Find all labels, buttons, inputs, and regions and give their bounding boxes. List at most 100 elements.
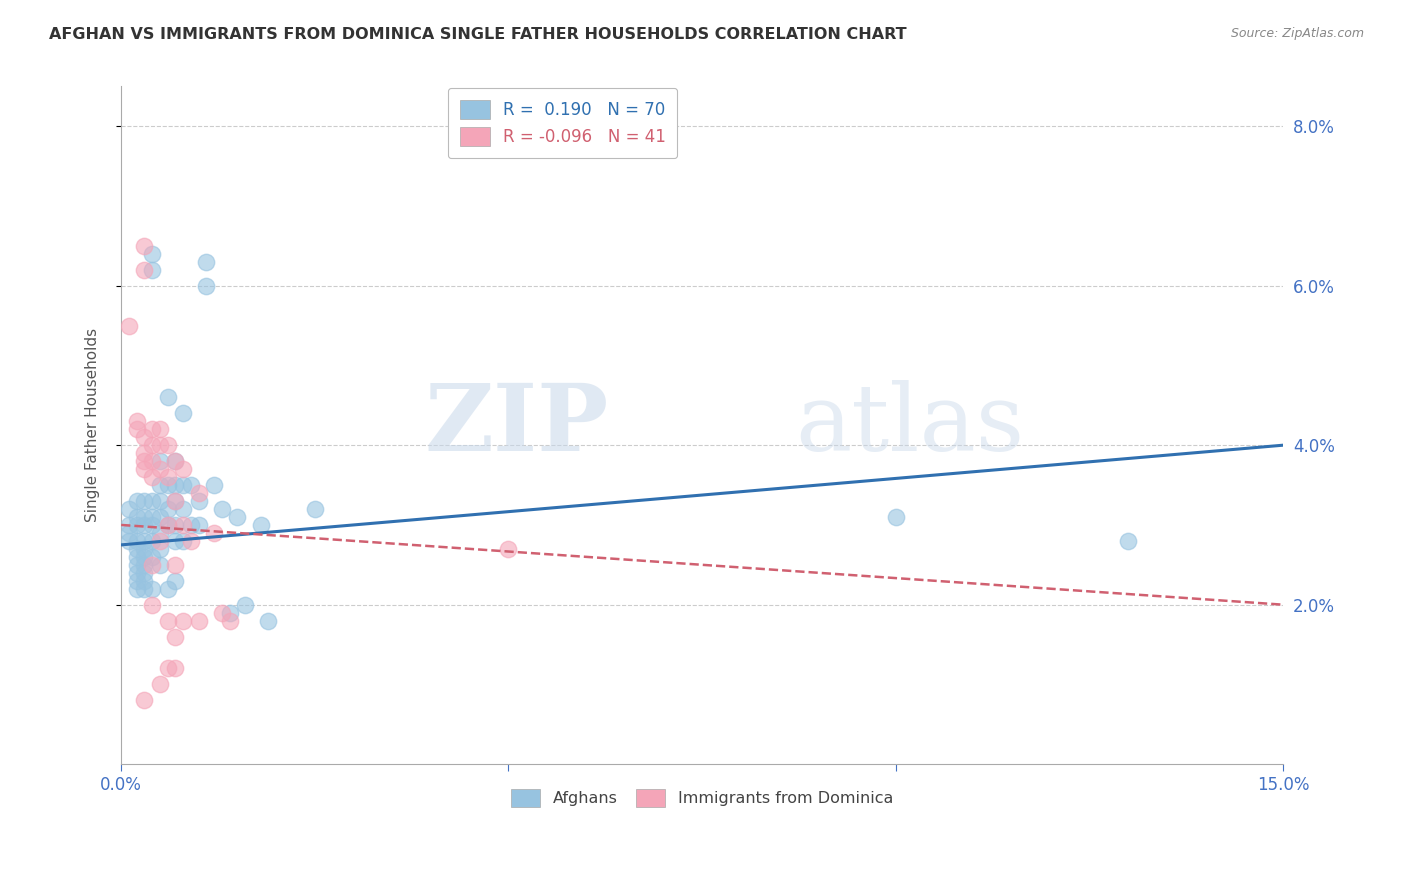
Point bbox=[149, 558, 172, 572]
Point bbox=[125, 541, 148, 556]
Point bbox=[134, 558, 156, 572]
Point bbox=[141, 598, 163, 612]
Point bbox=[218, 606, 240, 620]
Point bbox=[149, 494, 172, 508]
Point bbox=[134, 693, 156, 707]
Point bbox=[149, 438, 172, 452]
Point bbox=[149, 510, 172, 524]
Point bbox=[118, 318, 141, 333]
Point bbox=[134, 582, 156, 596]
Point bbox=[149, 478, 172, 492]
Point bbox=[165, 630, 187, 644]
Point bbox=[149, 462, 172, 476]
Point bbox=[149, 533, 172, 548]
Point bbox=[156, 502, 179, 516]
Point bbox=[304, 502, 326, 516]
Point bbox=[249, 517, 271, 532]
Point bbox=[134, 549, 156, 564]
Point bbox=[165, 494, 187, 508]
Point bbox=[156, 661, 179, 675]
Point bbox=[1116, 533, 1139, 548]
Point bbox=[141, 549, 163, 564]
Point bbox=[141, 558, 163, 572]
Point bbox=[187, 614, 209, 628]
Point bbox=[165, 494, 187, 508]
Point bbox=[141, 510, 163, 524]
Point bbox=[125, 549, 148, 564]
Point bbox=[165, 574, 187, 588]
Point bbox=[172, 478, 194, 492]
Point bbox=[165, 478, 187, 492]
Point bbox=[187, 517, 209, 532]
Point bbox=[134, 454, 156, 468]
Text: ZIP: ZIP bbox=[425, 380, 609, 470]
Point bbox=[156, 390, 179, 404]
Point bbox=[141, 582, 163, 596]
Point bbox=[125, 566, 148, 580]
Point bbox=[118, 517, 141, 532]
Point bbox=[180, 478, 202, 492]
Point bbox=[226, 510, 249, 524]
Point bbox=[165, 454, 187, 468]
Point bbox=[134, 541, 156, 556]
Text: AFGHAN VS IMMIGRANTS FROM DOMINICA SINGLE FATHER HOUSEHOLDS CORRELATION CHART: AFGHAN VS IMMIGRANTS FROM DOMINICA SINGL… bbox=[49, 27, 907, 42]
Point bbox=[180, 533, 202, 548]
Point bbox=[165, 517, 187, 532]
Point bbox=[172, 406, 194, 420]
Point bbox=[134, 533, 156, 548]
Point bbox=[172, 533, 194, 548]
Point bbox=[172, 517, 194, 532]
Text: atlas: atlas bbox=[794, 380, 1025, 470]
Point bbox=[125, 517, 148, 532]
Point bbox=[257, 614, 280, 628]
Point bbox=[134, 566, 156, 580]
Point bbox=[156, 582, 179, 596]
Point bbox=[134, 494, 156, 508]
Point bbox=[118, 533, 141, 548]
Point bbox=[125, 414, 148, 428]
Point bbox=[118, 502, 141, 516]
Point bbox=[156, 517, 179, 532]
Point bbox=[187, 486, 209, 500]
Point bbox=[141, 247, 163, 261]
Point bbox=[125, 422, 148, 436]
Point bbox=[156, 478, 179, 492]
Point bbox=[149, 454, 172, 468]
Point bbox=[134, 430, 156, 444]
Point bbox=[134, 517, 156, 532]
Point bbox=[156, 438, 179, 452]
Point bbox=[125, 510, 148, 524]
Point bbox=[172, 502, 194, 516]
Point bbox=[149, 677, 172, 691]
Point bbox=[134, 262, 156, 277]
Point bbox=[156, 470, 179, 484]
Point bbox=[141, 470, 163, 484]
Point bbox=[125, 558, 148, 572]
Point bbox=[125, 574, 148, 588]
Point bbox=[211, 606, 233, 620]
Point bbox=[156, 517, 179, 532]
Point bbox=[134, 574, 156, 588]
Point bbox=[125, 582, 148, 596]
Y-axis label: Single Father Households: Single Father Households bbox=[86, 328, 100, 523]
Point bbox=[165, 661, 187, 675]
Point bbox=[195, 278, 218, 293]
Point bbox=[187, 494, 209, 508]
Point bbox=[156, 614, 179, 628]
Point bbox=[165, 454, 187, 468]
Point bbox=[202, 478, 225, 492]
Legend: Afghans, Immigrants from Dominica: Afghans, Immigrants from Dominica bbox=[505, 782, 900, 814]
Point bbox=[141, 262, 163, 277]
Point bbox=[165, 558, 187, 572]
Point bbox=[141, 422, 163, 436]
Point bbox=[498, 541, 520, 556]
Point bbox=[172, 614, 194, 628]
Point bbox=[165, 533, 187, 548]
Point bbox=[118, 525, 141, 540]
Point bbox=[134, 239, 156, 253]
Point bbox=[149, 525, 172, 540]
Point bbox=[141, 533, 163, 548]
Point bbox=[134, 446, 156, 460]
Point bbox=[172, 462, 194, 476]
Point bbox=[884, 510, 907, 524]
